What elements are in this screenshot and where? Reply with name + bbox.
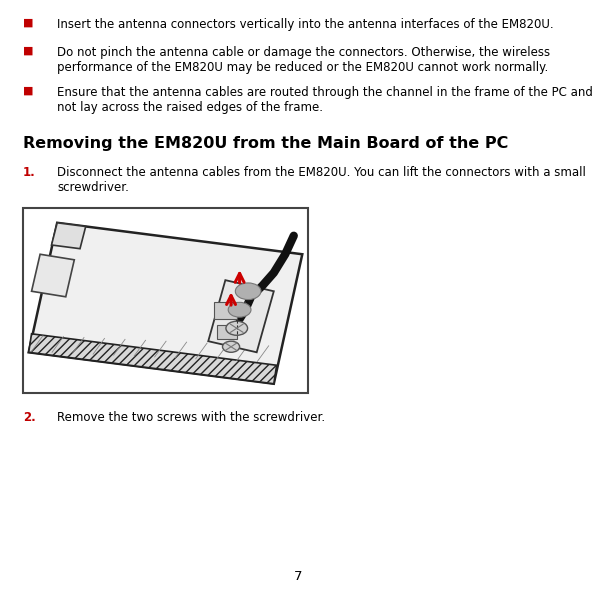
Text: ■: ■ xyxy=(23,86,33,96)
Circle shape xyxy=(228,302,251,317)
Text: Removing the EM820U from the Main Board of the PC: Removing the EM820U from the Main Board … xyxy=(23,136,509,151)
Polygon shape xyxy=(51,223,86,249)
Text: Do not pinch the antenna cable or damage the connectors. Otherwise, the wireless: Do not pinch the antenna cable or damage… xyxy=(57,46,550,74)
Bar xyxy=(23,208,308,393)
Polygon shape xyxy=(208,280,274,352)
Text: Remove the two screws with the screwdriver.: Remove the two screws with the screwdriv… xyxy=(57,411,325,424)
Text: Insert the antenna connectors vertically into the antenna interfaces of the EM82: Insert the antenna connectors vertically… xyxy=(57,18,553,31)
Text: 2.: 2. xyxy=(23,411,36,424)
Circle shape xyxy=(226,321,248,335)
Polygon shape xyxy=(29,223,302,384)
Circle shape xyxy=(223,341,239,352)
Circle shape xyxy=(235,283,261,299)
Bar xyxy=(214,302,237,319)
Text: 7: 7 xyxy=(294,570,303,583)
Bar xyxy=(217,325,237,340)
Polygon shape xyxy=(32,254,74,297)
Text: Disconnect the antenna cables from the EM820U. You can lift the connectors with : Disconnect the antenna cables from the E… xyxy=(57,166,586,194)
Text: Ensure that the antenna cables are routed through the channel in the frame of th: Ensure that the antenna cables are route… xyxy=(57,86,597,114)
Text: 1.: 1. xyxy=(23,166,36,179)
Polygon shape xyxy=(29,334,276,384)
Text: ■: ■ xyxy=(23,18,33,28)
Text: ■: ■ xyxy=(23,46,33,56)
